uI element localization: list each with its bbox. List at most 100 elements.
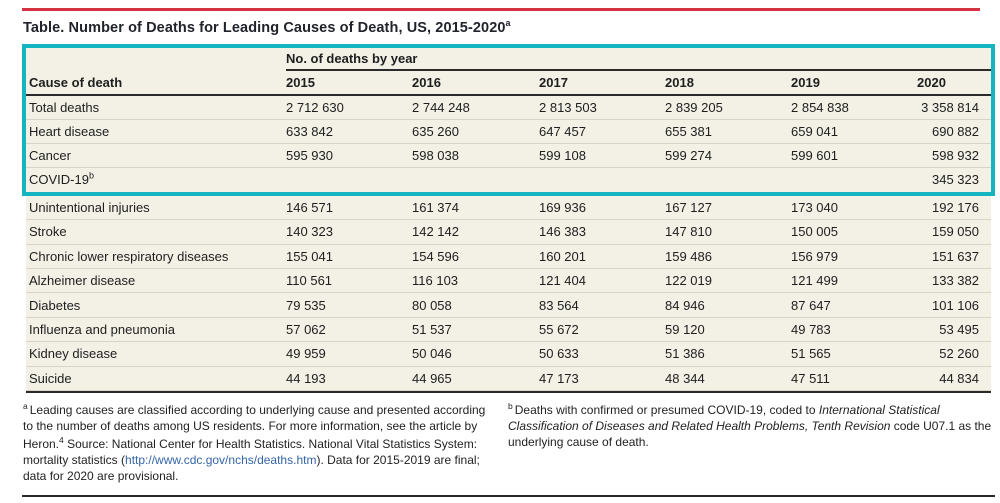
footnote-b-text-1: Deaths with confirmed or presumed COVID-… xyxy=(514,402,819,417)
column-group-header: No. of deaths by year xyxy=(286,51,991,71)
cell: 156 979 xyxy=(791,248,838,264)
row-label-text: Suicide xyxy=(29,370,72,386)
cell: 595 930 xyxy=(286,147,333,163)
row-label-text: Influenza and pneumonia xyxy=(29,321,176,337)
row-label-text: COVID-19 xyxy=(29,172,89,188)
row-label: Cancer xyxy=(26,148,286,163)
cell: 121 499 xyxy=(791,273,838,289)
row-label: Suicide xyxy=(26,371,286,386)
cell: 146 571 xyxy=(286,200,333,216)
table-row-unintentional-injuries: Unintentional injuries 146 571 161 374 1… xyxy=(26,196,991,221)
footnote-b-marker: b xyxy=(508,400,513,411)
table-title-text: Table. Number of Deaths for Leading Caus… xyxy=(23,19,506,36)
row-label: Alzheimer disease xyxy=(26,273,286,288)
row-label: Heart disease xyxy=(26,124,286,139)
cell: 79 535 xyxy=(286,297,326,313)
cell: 659 041 xyxy=(791,123,838,139)
row-label: Influenza and pneumonia xyxy=(26,322,286,337)
cell: 121 404 xyxy=(539,273,586,289)
cell: 50 046 xyxy=(412,346,452,362)
cell: 598 038 xyxy=(412,147,459,163)
footnote-a-text-2: Source: National Center for Health Stati… xyxy=(23,436,478,467)
table-row-total-deaths: Total deaths 2 712 630 2 744 248 2 813 5… xyxy=(26,96,991,120)
cell: 159 486 xyxy=(665,248,712,264)
table-title: Table. Number of Deaths for Leading Caus… xyxy=(23,18,995,36)
cell: 51 386 xyxy=(665,346,705,362)
cell: 51 537 xyxy=(412,321,452,337)
cell: 55 672 xyxy=(539,321,579,337)
cell: 87 647 xyxy=(791,297,831,313)
row-label-text: Diabetes xyxy=(29,297,81,313)
column-header-year: 2017 xyxy=(539,74,568,90)
cell: 345 323 xyxy=(932,172,979,188)
column-header-year: 2015 xyxy=(286,74,315,90)
cell: 51 565 xyxy=(791,346,831,362)
cell: 44 193 xyxy=(286,370,326,386)
cell: 151 637 xyxy=(932,248,979,264)
table-row-cancer: Cancer 595 930 598 038 599 108 599 274 5… xyxy=(26,144,991,168)
cell: 160 201 xyxy=(539,248,586,264)
row-label: Diabetes xyxy=(26,298,286,313)
cell: 2 712 630 xyxy=(286,99,344,115)
cell: 80 058 xyxy=(412,297,452,313)
cell: 3 358 814 xyxy=(921,99,979,115)
cdc-link[interactable]: http://www.cdc.gov/nchs/deaths.htm xyxy=(125,452,317,467)
table-row-diabetes: Diabetes 79 535 80 058 83 564 84 946 87 … xyxy=(26,293,991,318)
footnote-a-text-3: ). Data for 2015-2019 are final; data fo… xyxy=(23,452,480,483)
table-title-footnote-mark: a xyxy=(505,18,511,28)
cell: 2 854 838 xyxy=(791,99,849,115)
cell: 142 142 xyxy=(412,224,459,240)
cell: 146 383 xyxy=(539,224,586,240)
cell: 59 120 xyxy=(665,321,705,337)
row-label: Chronic lower respiratory diseases xyxy=(26,249,286,264)
cell: 599 601 xyxy=(791,147,838,163)
cell: 635 260 xyxy=(412,123,459,139)
cell: 633 842 xyxy=(286,123,333,139)
footnote-b-text-2: code U07.1 as the underlying cause of de… xyxy=(508,418,992,449)
footnote-a-marker: a xyxy=(23,400,28,411)
row-footnote-mark: b xyxy=(88,171,94,181)
row-label-text: Stroke xyxy=(29,224,67,240)
column-header-year: 2016 xyxy=(412,74,441,90)
footnotes: a Leading causes are classified according… xyxy=(22,401,995,485)
top-accent-rule xyxy=(22,8,980,11)
cell: 161 374 xyxy=(412,200,459,216)
table-row-influenza-pneumonia: Influenza and pneumonia 57 062 51 537 55… xyxy=(26,318,991,343)
cell: 192 176 xyxy=(932,200,979,216)
column-header-year: 2020 xyxy=(917,74,946,90)
cell: 49 959 xyxy=(286,346,326,362)
cell: 599 108 xyxy=(539,147,586,163)
footnote-a-text-1: Leading causes are classified according … xyxy=(23,402,486,451)
row-label: Kidney disease xyxy=(26,346,286,361)
cell: 47 173 xyxy=(539,370,579,386)
cell: 690 882 xyxy=(932,123,979,139)
column-header-year: 2018 xyxy=(665,74,694,90)
column-header-year: 2019 xyxy=(791,74,820,90)
row-label-text: Heart disease xyxy=(29,123,110,139)
cell: 173 040 xyxy=(791,200,838,216)
cell: 147 810 xyxy=(665,224,712,240)
cell: 116 103 xyxy=(412,273,459,289)
column-header-row: Cause of death 2015 2016 2017 2018 2019 … xyxy=(26,71,991,96)
cell: 140 323 xyxy=(286,224,333,240)
cell: 101 106 xyxy=(932,297,979,313)
row-label: COVID-19b xyxy=(26,171,286,188)
highlight-box: No. of deaths by year Cause of death 201… xyxy=(22,43,995,196)
cell: 48 344 xyxy=(665,370,705,386)
table-row-covid-19: COVID-19b 345 323 xyxy=(26,168,991,192)
cell: 169 936 xyxy=(539,200,586,216)
column-group-header-row: No. of deaths by year xyxy=(26,48,991,71)
row-label-text: Alzheimer disease xyxy=(29,273,136,289)
column-header-cause: Cause of death xyxy=(29,74,123,90)
footnote-a: a Leading causes are classified according… xyxy=(23,401,494,485)
row-label-text: Unintentional injuries xyxy=(29,200,150,216)
cell: 599 274 xyxy=(665,147,712,163)
table-row-chronic-lower-respiratory: Chronic lower respiratory diseases 155 0… xyxy=(26,245,991,269)
row-label: Unintentional injuries xyxy=(26,200,286,215)
cell: 47 511 xyxy=(791,370,830,386)
cell: 57 062 xyxy=(286,321,326,337)
cell: 133 382 xyxy=(932,273,979,289)
cell: 122 019 xyxy=(665,273,712,289)
cell: 2 839 205 xyxy=(665,99,723,115)
cell: 83 564 xyxy=(539,297,579,313)
